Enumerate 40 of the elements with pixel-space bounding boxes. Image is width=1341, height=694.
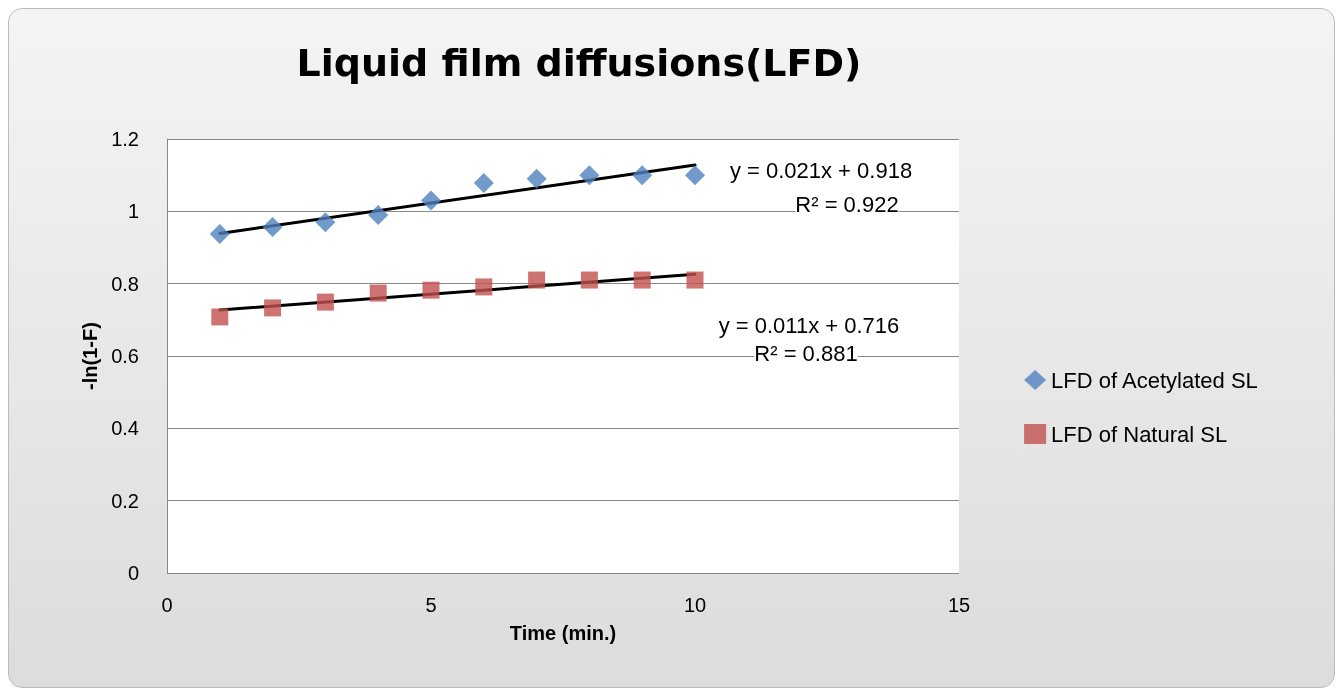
x-tick-label: 5 (425, 594, 437, 616)
point (685, 165, 705, 186)
x-tick-label: 10 (683, 594, 707, 616)
annotation: R² = 0.881 (754, 340, 858, 366)
point (526, 168, 547, 189)
point (209, 224, 230, 245)
point (264, 299, 282, 317)
y-tick-label: 1.2 (111, 128, 139, 150)
point (315, 212, 336, 233)
point (369, 284, 387, 302)
point (262, 216, 283, 237)
annotation: y = 0.011x + 0.716 (718, 312, 900, 338)
annotation: R² = 0.922 (795, 191, 899, 217)
point (632, 165, 653, 186)
chart-title: Liquid film diffusions(LFD) (296, 41, 862, 85)
point (633, 271, 651, 289)
x-tick-label: 15 (947, 594, 971, 616)
point (686, 271, 704, 289)
point (528, 271, 546, 289)
point (421, 190, 441, 211)
point (579, 165, 600, 186)
y-tick-label: 0.4 (111, 417, 139, 440)
point (580, 271, 598, 289)
point (368, 204, 389, 225)
point (475, 278, 493, 296)
y-axis-title: -ln(1-F) (79, 322, 102, 390)
x-axis-title: Time (min.) (509, 622, 617, 644)
point (211, 308, 229, 326)
legend-label: LFD of Natural SL (1051, 421, 1228, 447)
y-tick-label: 0.8 (111, 272, 139, 295)
x-tick-label: 0 (161, 594, 173, 616)
annotation: y = 0.021x + 0.918 (729, 157, 913, 183)
y-tick-label: 0.6 (111, 345, 139, 367)
y-tick-label: 1 (127, 200, 139, 223)
point (316, 293, 334, 311)
y-tick-label: 0 (127, 562, 139, 584)
point (473, 173, 494, 194)
legend-label: LFD of Acetylated SL (1051, 367, 1258, 393)
y-tick-label: 0.2 (111, 489, 139, 512)
point (422, 281, 440, 299)
